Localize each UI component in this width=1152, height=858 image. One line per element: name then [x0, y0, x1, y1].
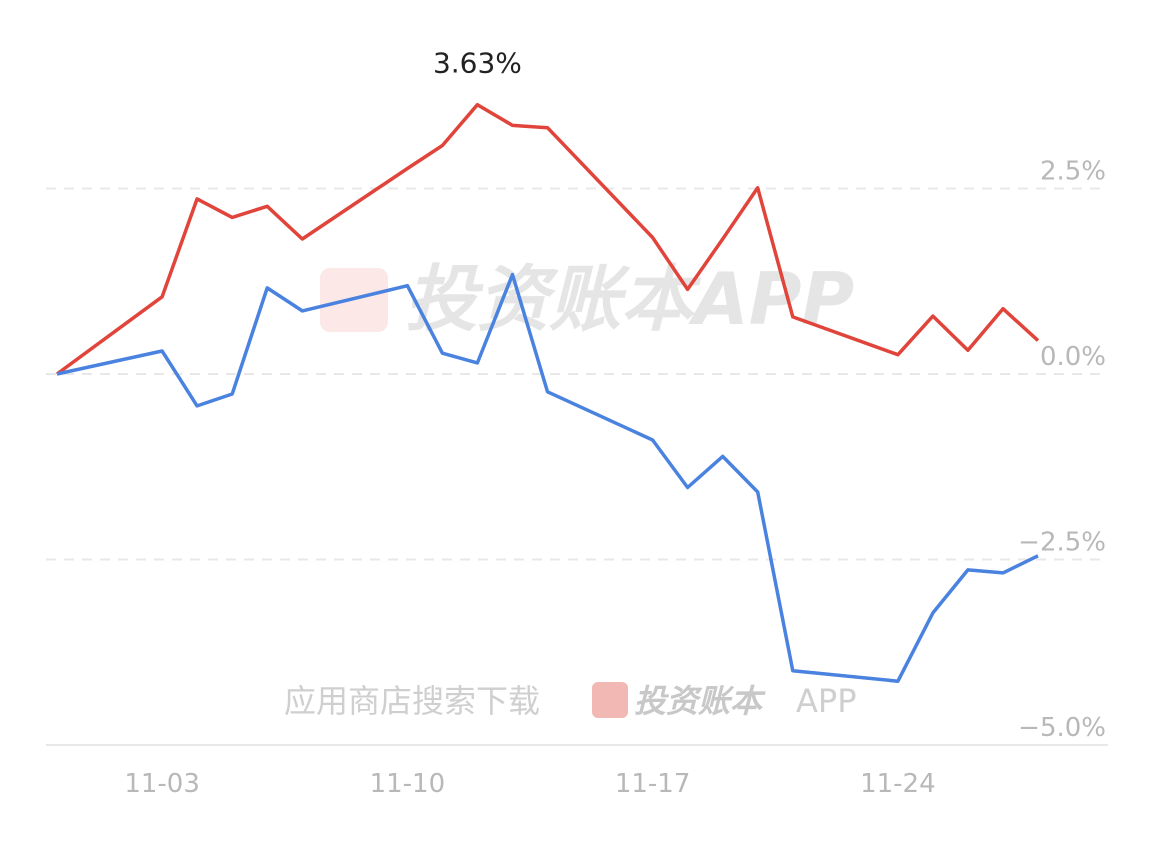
x-tick-label: 11-17 — [615, 769, 691, 799]
watermark-brand: 投资账本 — [634, 682, 766, 720]
line-series — [55, 102, 1040, 376]
watermark-footer-icon — [592, 682, 628, 718]
watermark-footer: 应用商店搜索下载 — [284, 682, 540, 720]
x-tick-label: 11-10 — [370, 769, 446, 799]
watermark-app: APP — [796, 682, 856, 720]
y-tick-label: −5.0% — [1018, 713, 1106, 743]
y-tick-label: 2.5% — [1040, 157, 1106, 187]
data-label: 3.63% — [433, 47, 522, 80]
line-series — [56, 272, 1039, 683]
x-tick-label: 11-24 — [860, 769, 936, 799]
y-tick-label: −2.5% — [1018, 528, 1106, 558]
y-tick-label: 0.0% — [1040, 342, 1106, 372]
x-tick-label: 11-03 — [124, 769, 200, 799]
watermark: 投资账本APP — [320, 257, 854, 341]
